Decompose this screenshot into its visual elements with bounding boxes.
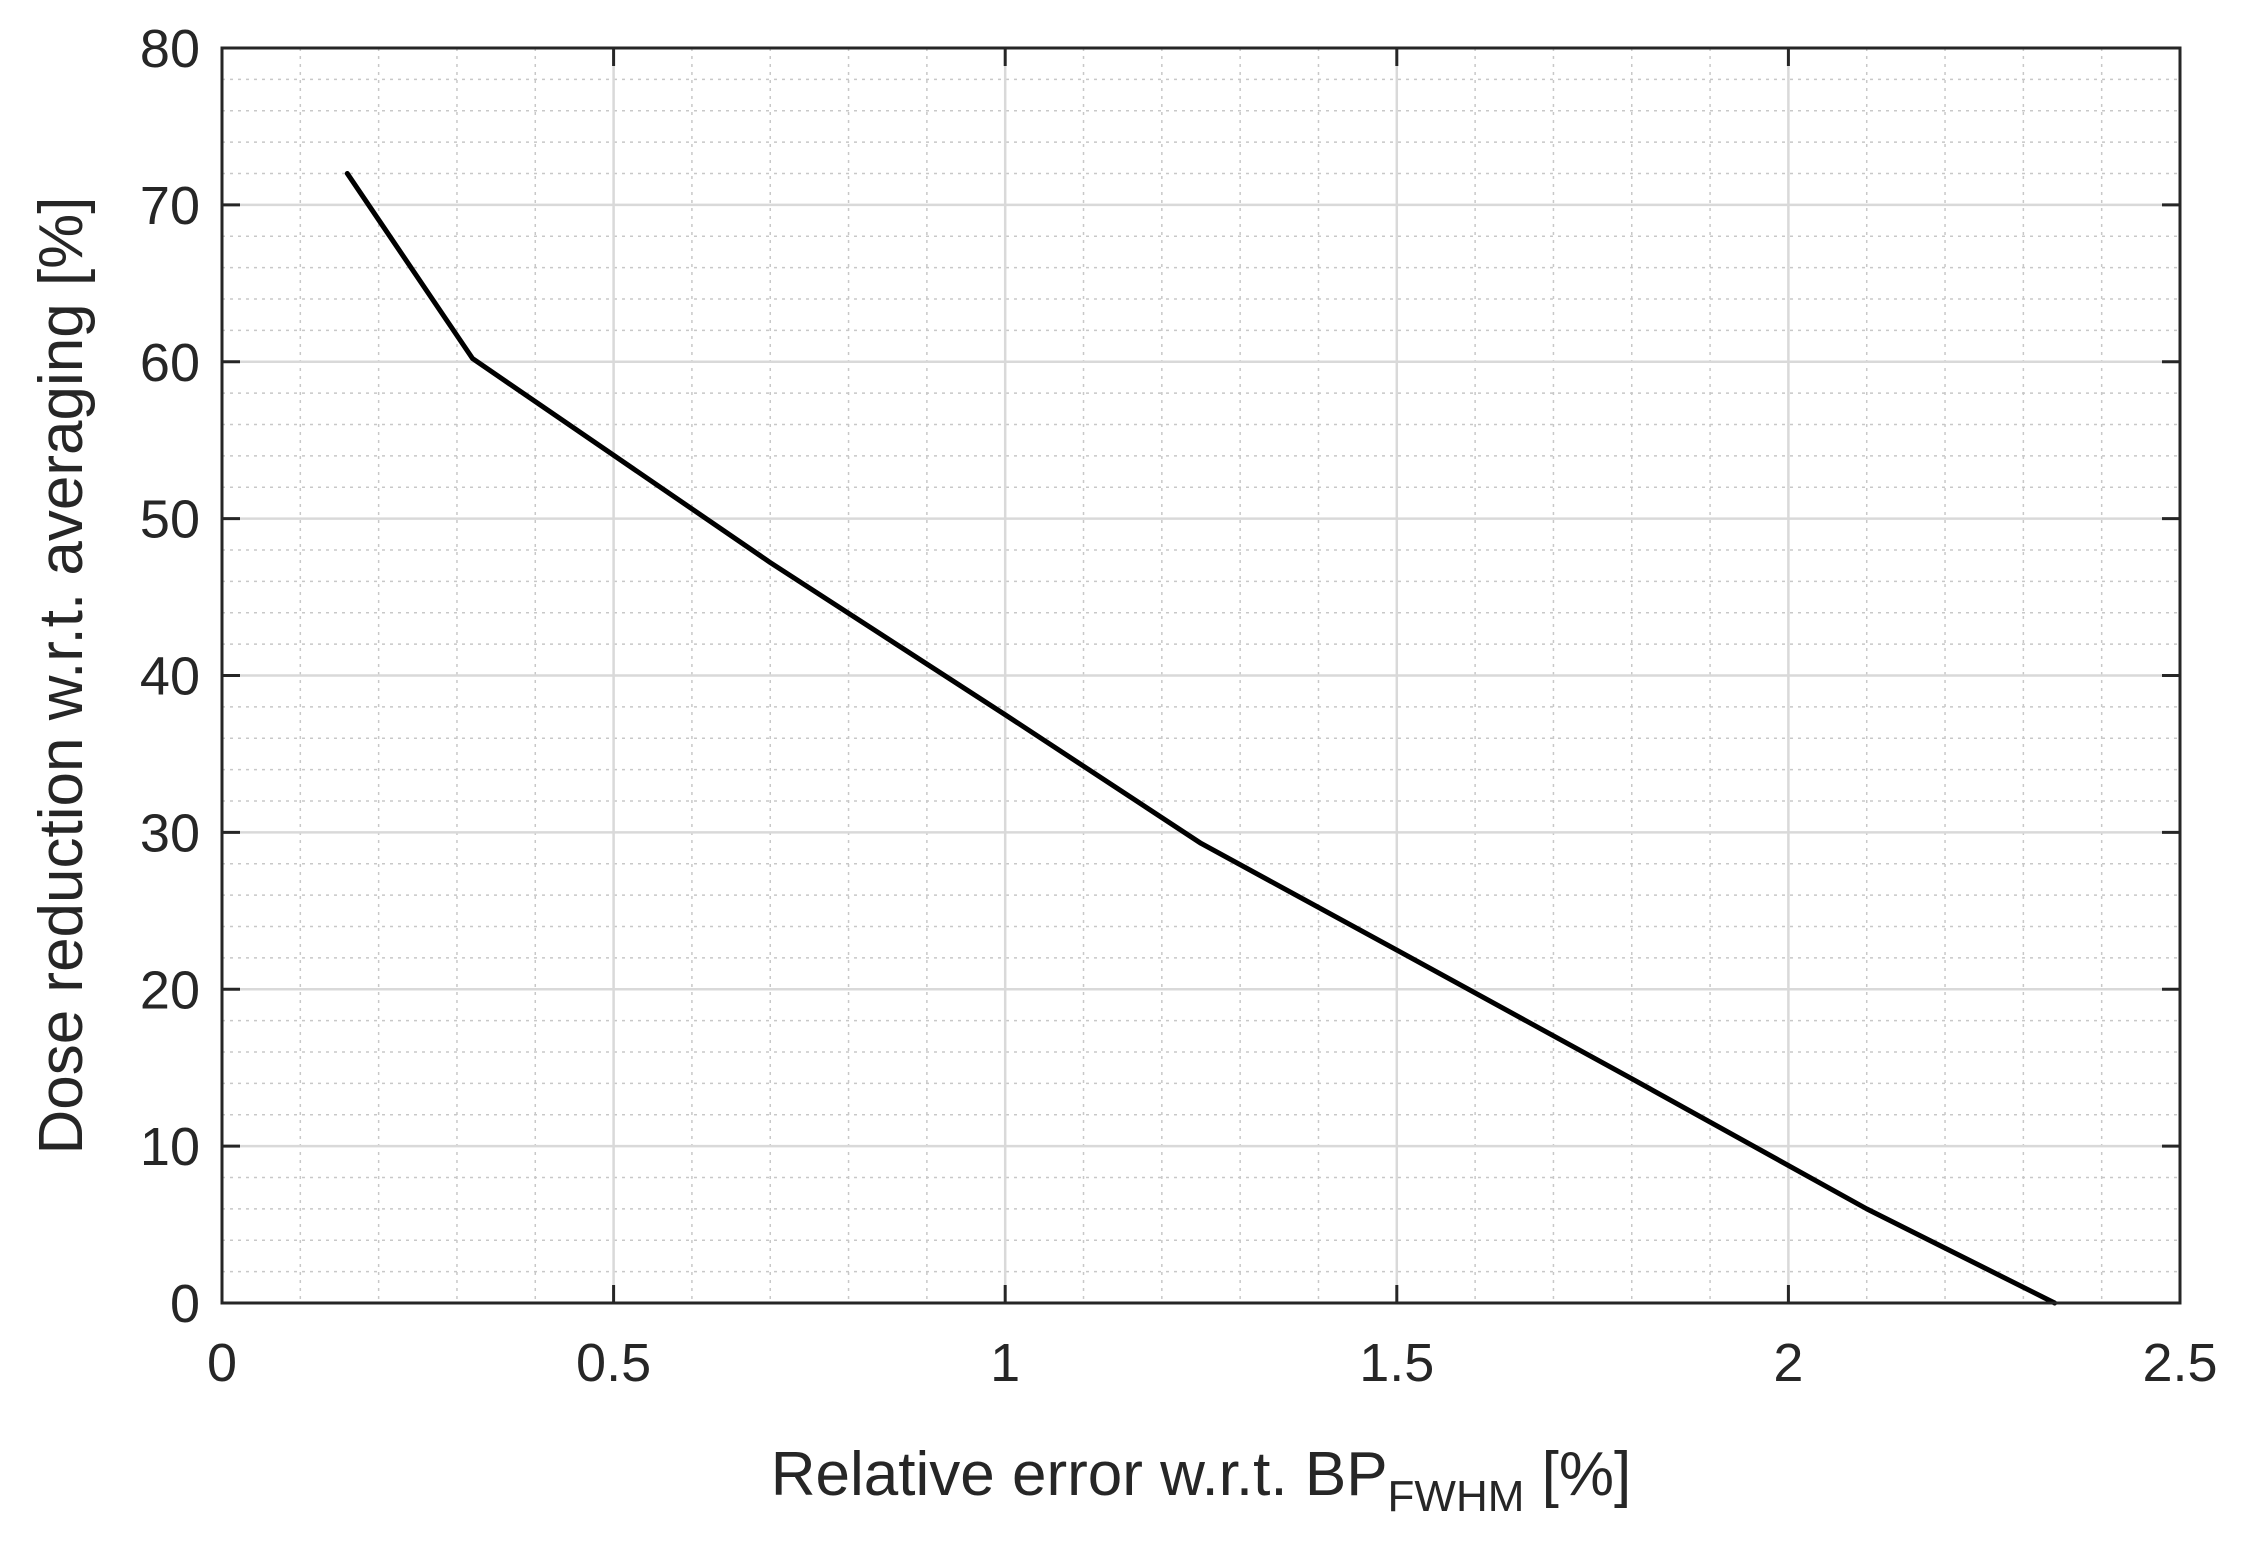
x-tick-label: 0.5 <box>576 1333 651 1393</box>
series-layer <box>344 171 2058 1306</box>
axis-ticks <box>220 46 2182 1305</box>
x-axis-title-subscript: FWHM <box>1388 1472 1525 1521</box>
x-tick-label: 2 <box>1773 1333 1803 1393</box>
y-tick-label: 0 <box>170 1274 200 1334</box>
x-tick-label: 1.5 <box>1359 1333 1434 1393</box>
y-tick-label: 40 <box>140 647 200 707</box>
x-tick-label: 0 <box>207 1333 237 1393</box>
y-axis-title: Dose reduction w.r.t. averaging [%] <box>27 196 96 1154</box>
y-tick-label: 80 <box>140 19 200 79</box>
x-tick-label: 2.5 <box>2142 1333 2217 1393</box>
y-tick-label: 60 <box>140 333 200 393</box>
x-tick-label: 1 <box>990 1333 1020 1393</box>
y-tick-label: 10 <box>140 1117 200 1177</box>
y-tick-label: 20 <box>140 960 200 1020</box>
x-tick-labels: 0 0.5 1 1.5 2 2.5 <box>207 1333 2218 1393</box>
x-axis-title: Relative error w.r.t. BPFWHM [%] <box>771 1440 1631 1521</box>
x-axis-title-main: Relative error w.r.t. BP <box>771 1440 1388 1509</box>
y-tick-label: 30 <box>140 803 200 863</box>
y-tick-label: 50 <box>140 490 200 550</box>
y-tick-label: 70 <box>140 176 200 236</box>
y-tick-labels: 0 10 20 30 40 50 60 70 80 <box>140 19 200 1334</box>
x-axis-title-suffix: [%] <box>1524 1440 1631 1509</box>
series-line <box>344 171 2058 1306</box>
